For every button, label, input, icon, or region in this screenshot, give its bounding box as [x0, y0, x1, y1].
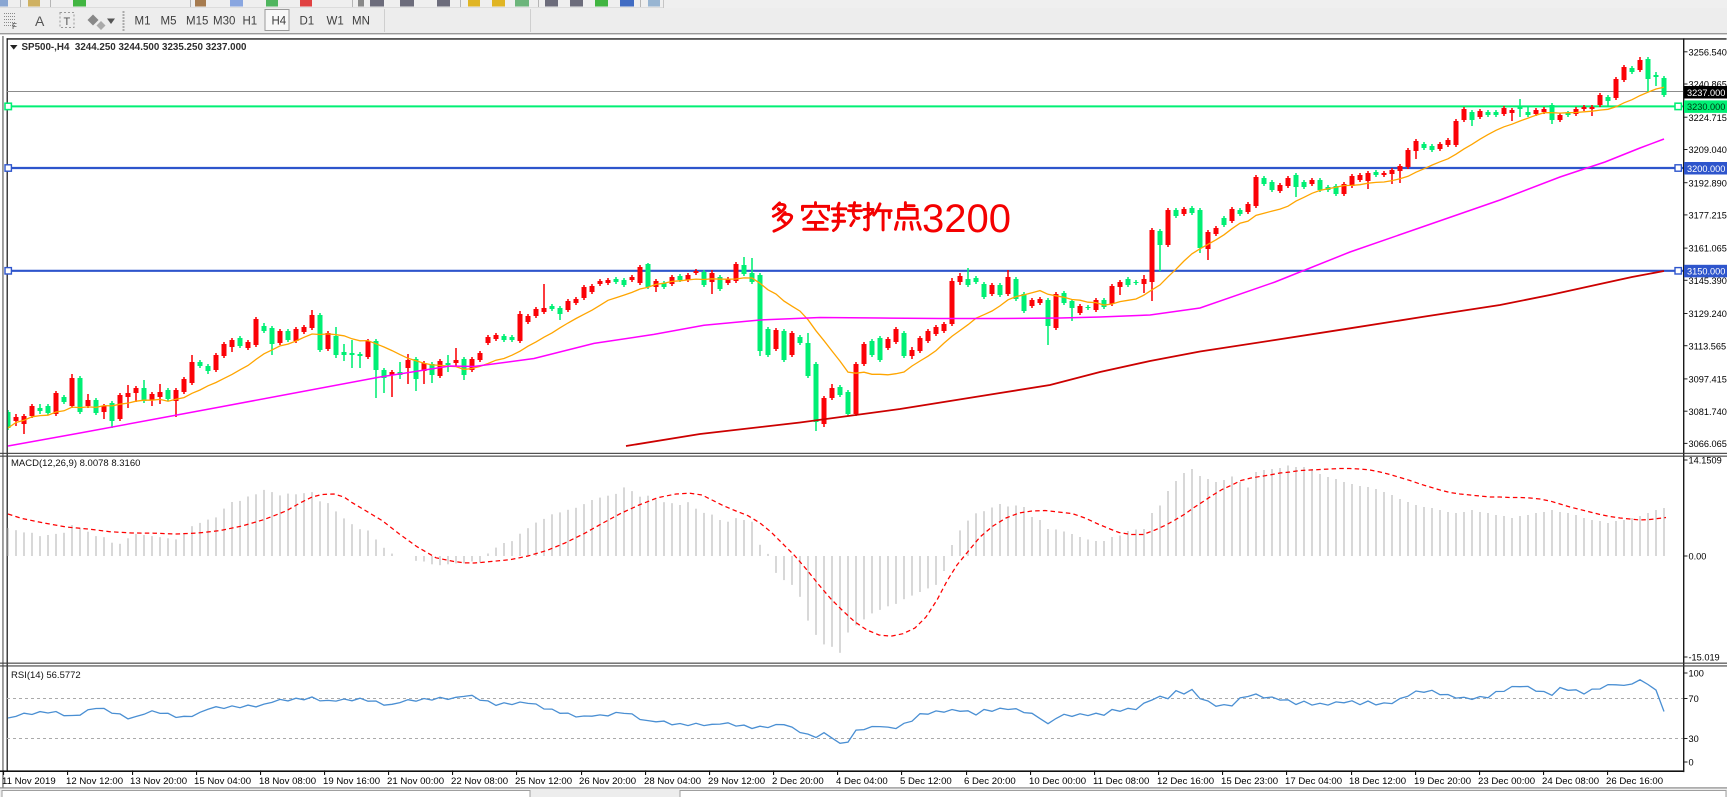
svg-text:3224.715: 3224.715 — [1689, 113, 1727, 123]
svg-text:H1: H1 — [243, 16, 258, 28]
svg-text:D1: D1 — [300, 16, 315, 28]
svg-text:11 Nov 2019: 11 Nov 2019 — [2, 776, 56, 787]
svg-text:M30: M30 — [213, 16, 235, 28]
svg-text:3081.740: 3081.740 — [1689, 407, 1727, 417]
svg-text:28 Nov 04:00: 28 Nov 04:00 — [644, 776, 701, 787]
svg-text:SP500-,H4 3244.250 3244.500 3: SP500-,H4 3244.250 3244.500 3235.250 323… — [22, 42, 248, 53]
svg-text:3256.540: 3256.540 — [1689, 47, 1727, 57]
svg-text:13 Nov 20:00: 13 Nov 20:00 — [130, 776, 187, 787]
svg-text:15 Dec 23:00: 15 Dec 23:00 — [1221, 776, 1278, 787]
svg-text:21 Nov 00:00: 21 Nov 00:00 — [387, 776, 444, 787]
svg-text:18 Dec 12:00: 18 Dec 12:00 — [1349, 776, 1406, 787]
svg-text:3145.390: 3145.390 — [1689, 276, 1727, 286]
svg-text:2 Dec 20:00: 2 Dec 20:00 — [772, 776, 824, 787]
svg-text:3237.000: 3237.000 — [1687, 88, 1725, 98]
svg-text:11 Dec 08:00: 11 Dec 08:00 — [1093, 776, 1149, 787]
svg-text:19 Nov 16:00: 19 Nov 16:00 — [323, 776, 380, 787]
svg-text:3066.065: 3066.065 — [1689, 439, 1727, 449]
svg-text:19 Dec 20:00: 19 Dec 20:00 — [1414, 776, 1471, 787]
svg-text:3200: 3200 — [922, 197, 1011, 241]
svg-text:18 Nov 08:00: 18 Nov 08:00 — [259, 776, 316, 787]
svg-text:14.1509: 14.1509 — [1689, 456, 1722, 466]
svg-text:5 Dec 12:00: 5 Dec 12:00 — [900, 776, 952, 787]
svg-text:RSI(14) 56.5772: RSI(14) 56.5772 — [11, 670, 81, 681]
svg-text:3150.000: 3150.000 — [1687, 267, 1725, 277]
svg-text:0.00: 0.00 — [1689, 552, 1707, 562]
svg-text:26 Dec 16:00: 26 Dec 16:00 — [1606, 776, 1663, 787]
svg-text:M1: M1 — [135, 16, 151, 28]
svg-text:3230.000: 3230.000 — [1687, 102, 1725, 112]
svg-text:6 Dec 20:00: 6 Dec 20:00 — [964, 776, 1016, 787]
svg-text:0: 0 — [1689, 758, 1694, 768]
svg-text:12 Nov 12:00: 12 Nov 12:00 — [66, 776, 123, 787]
svg-text:22 Nov 08:00: 22 Nov 08:00 — [451, 776, 508, 787]
svg-text:4 Dec 04:00: 4 Dec 04:00 — [836, 776, 888, 787]
svg-text:H4: H4 — [272, 16, 287, 28]
svg-text:3200.000: 3200.000 — [1687, 164, 1725, 174]
svg-text:12 Dec 16:00: 12 Dec 16:00 — [1157, 776, 1214, 787]
svg-text:3192.890: 3192.890 — [1689, 178, 1727, 188]
svg-text:3161.065: 3161.065 — [1689, 244, 1727, 254]
svg-text:17 Dec 04:00: 17 Dec 04:00 — [1285, 776, 1342, 787]
svg-text:23 Dec 00:00: 23 Dec 00:00 — [1478, 776, 1535, 787]
svg-text:-15.019: -15.019 — [1689, 653, 1720, 663]
svg-text:25 Nov 12:00: 25 Nov 12:00 — [515, 776, 572, 787]
svg-text:70: 70 — [1689, 694, 1699, 704]
svg-text:26 Nov 20:00: 26 Nov 20:00 — [579, 776, 636, 787]
svg-text:3209.040: 3209.040 — [1689, 145, 1727, 155]
svg-text:100: 100 — [1689, 669, 1704, 679]
svg-text:3113.565: 3113.565 — [1689, 341, 1727, 351]
svg-text:3177.215: 3177.215 — [1689, 211, 1727, 221]
svg-text:24 Dec 08:00: 24 Dec 08:00 — [1542, 776, 1599, 787]
svg-text:3240.865: 3240.865 — [1689, 80, 1727, 90]
svg-text:15 Nov 04:00: 15 Nov 04:00 — [194, 776, 251, 787]
svg-text:10 Dec 00:00: 10 Dec 00:00 — [1029, 776, 1086, 787]
svg-text:W1: W1 — [327, 16, 344, 28]
svg-text:MACD(12,26,9) 8.0078 8.3160: MACD(12,26,9) 8.0078 8.3160 — [11, 458, 140, 469]
svg-text:T: T — [64, 16, 71, 28]
svg-text:29 Nov 12:00: 29 Nov 12:00 — [708, 776, 765, 787]
svg-text:M5: M5 — [161, 16, 177, 28]
svg-text:3129.240: 3129.240 — [1689, 309, 1727, 319]
svg-text:3097.415: 3097.415 — [1689, 375, 1727, 385]
svg-text:MN: MN — [352, 16, 370, 28]
svg-text:A: A — [35, 13, 45, 29]
svg-text:30: 30 — [1689, 734, 1699, 744]
svg-text:F: F — [12, 22, 17, 31]
svg-text:M15: M15 — [186, 16, 208, 28]
